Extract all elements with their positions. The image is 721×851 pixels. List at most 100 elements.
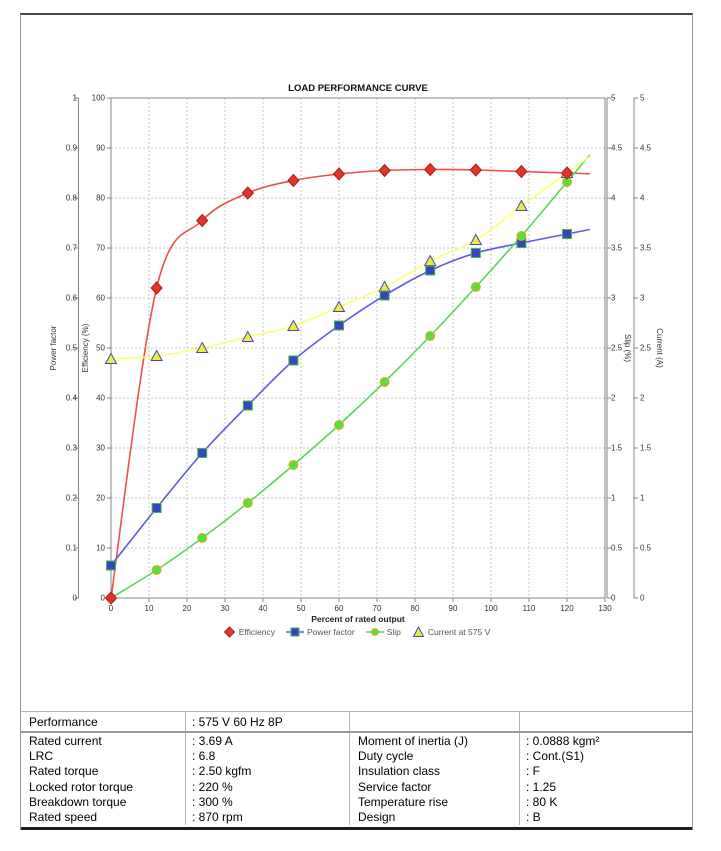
table-row: Moment of inertia (J) : 0.0888 kgm²	[350, 733, 692, 749]
table-label: Insulation class	[350, 763, 520, 779]
x-axis-title: Percent of rated output	[311, 614, 405, 624]
tick-label: 10	[145, 604, 154, 613]
tick-label: 120	[560, 604, 574, 613]
legend-label: Efficiency	[238, 627, 275, 637]
table-row: Design : B	[350, 809, 692, 825]
tick-label: 40	[96, 394, 105, 403]
table-label: Duty cycle	[350, 748, 520, 764]
data-point-diamond	[378, 163, 391, 178]
tick-label: 0.5	[640, 544, 652, 553]
table-label: Temperature rise	[350, 794, 520, 810]
data-point-circle	[516, 231, 527, 241]
data-point-diamond	[332, 167, 346, 181]
power-factor-curve	[110, 228, 590, 566]
tick-label: 80	[96, 194, 105, 203]
table-label: Breakdown torque	[21, 794, 186, 810]
table-label: Design	[350, 809, 520, 825]
data-point-square	[197, 448, 208, 458]
data-point-diamond	[150, 281, 163, 295]
table-value: : F	[526, 764, 540, 779]
motor-datasheet-panel: 0 0.1 0.2 0.3 0.4 0.5 0.6 0.7 0.8 0.9 1 Power facto…	[20, 13, 693, 830]
table-label: Locked rotor torque	[21, 778, 186, 795]
tick-label: 1	[611, 494, 616, 503]
axis-title-efficiency: Efficiency (%)	[81, 323, 90, 372]
tick-label: 90	[96, 144, 105, 153]
tick-label: 5	[640, 94, 645, 103]
axis-title-power-factor: Power factor	[49, 325, 58, 370]
data-point-triangle	[287, 319, 300, 331]
grid	[111, 98, 605, 598]
table-label: LRC	[21, 748, 186, 764]
table-value: : 300 %	[186, 794, 350, 810]
table-row: Temperature rise : 80 K	[350, 794, 692, 810]
tick-label: 80	[411, 604, 420, 613]
tick-label: 2	[640, 394, 645, 403]
tick-label: 3	[640, 294, 645, 303]
tick-label: 10	[96, 544, 105, 553]
data-point-square	[425, 265, 436, 276]
table-row: Rated current : 3.69 A	[21, 733, 350, 749]
y-axis-slip: 0 0.5 1 1.5 2 2.5 3 3.5 4 4.5 5 Slip (%)	[606, 94, 632, 603]
tick-label: 5	[611, 94, 616, 103]
data-point-square	[334, 320, 344, 331]
table-value: : Cont.(S1)	[526, 748, 585, 763]
table-value: : 80 K	[526, 794, 558, 809]
table-row: Duty cycle : Cont.(S1)	[350, 748, 692, 764]
tick-label: 4.5	[640, 144, 652, 153]
data-point-triangle	[150, 349, 163, 361]
data-point-triangle	[104, 352, 118, 364]
tick-label: 0.9	[66, 144, 78, 153]
chart-title: LOAD PERFORMANCE CURVE	[288, 83, 428, 94]
table-row: Rated speed : 870 rpm	[21, 809, 350, 825]
tick-label: 0.5	[66, 344, 78, 353]
tick-label: 0	[73, 594, 78, 603]
table-body: Rated current : 3.69 A LRC : 6.8 Rated t…	[21, 733, 692, 825]
table-row: LRC : 6.8	[21, 748, 350, 764]
tick-label: 0.7	[66, 244, 78, 253]
table-label: Service factor	[350, 778, 520, 795]
tick-label: 1	[73, 94, 78, 103]
table-row: Locked rotor torque : 220 %	[21, 778, 350, 795]
axis-title-current: Current (A)	[655, 328, 664, 368]
tick-label: 0.1	[66, 544, 78, 553]
tick-label: 2.5	[611, 344, 623, 353]
tick-label: 3.5	[640, 244, 652, 253]
tick-label: 40	[259, 604, 268, 613]
data-point-circle	[470, 282, 481, 292]
data-point-triangle	[469, 233, 483, 245]
data-point-diamond	[560, 166, 574, 180]
table-label: Performance	[21, 712, 186, 731]
table-cell-empty	[350, 712, 520, 731]
table-right-columns: Moment of inertia (J) : 0.0888 kgm² Duty…	[350, 733, 692, 825]
y-axis-power-factor: 0 0.1 0.2 0.3 0.4 0.5 0.6 0.7 0.8 0.9 1 Power facto…	[49, 94, 79, 603]
efficiency-legend-marker-icon	[223, 626, 235, 638]
table-value: : 220 %	[186, 778, 350, 795]
table-row: Rated torque : 2.50 kgfm	[21, 763, 350, 779]
tick-label: 0	[109, 604, 114, 613]
tick-label: 1.5	[611, 444, 623, 453]
table-value: : 0.0888 kgm²	[526, 733, 600, 748]
data-point-square	[288, 355, 299, 366]
tick-label: 100	[484, 604, 498, 613]
legend-label: Slip	[386, 627, 401, 637]
tick-label: 0	[101, 594, 106, 603]
data-point-square	[242, 400, 253, 411]
data-point-diamond	[241, 186, 254, 200]
legend-item-current-at-575-v: Current at 575 V	[412, 626, 490, 638]
tick-label: 0	[611, 594, 616, 603]
axis-title-slip: Slip (%)	[623, 334, 632, 362]
tick-label: 110	[523, 604, 536, 613]
x-axis: 0 10 20 30 40 50 60 70 80 90 100 110 120 130 Percent o…	[109, 598, 612, 624]
table-value: : 2.50 kgfm	[186, 763, 350, 779]
tick-label: 130	[598, 604, 612, 613]
efficiency-markers	[104, 162, 574, 605]
performance-table: Performance : 575 V 60 Hz 8P Rated curre…	[21, 711, 692, 830]
tick-label: 2.5	[640, 344, 652, 353]
data-point-circle	[197, 533, 208, 543]
data-point-triangle	[378, 280, 391, 292]
tick-label: 90	[449, 604, 458, 613]
tick-label: 1	[640, 494, 645, 503]
table-value: : B	[526, 810, 541, 825]
legend-item-power-factor: Power factor	[285, 626, 355, 638]
